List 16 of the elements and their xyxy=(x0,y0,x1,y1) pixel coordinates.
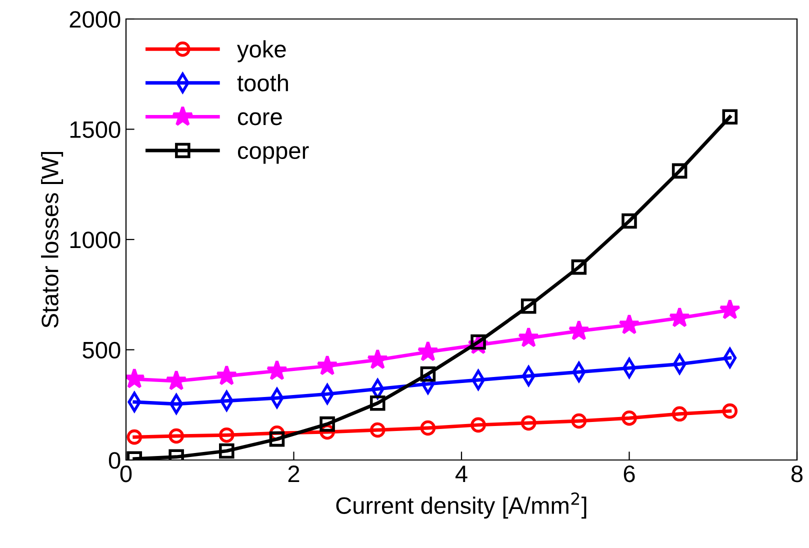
x-axis-title: Current density [A/mm$^{2}$] xyxy=(336,492,586,519)
legend-label: copper xyxy=(238,146,309,164)
y-tick-label: 0 xyxy=(108,452,120,469)
x-tick-label: 6 xyxy=(624,465,635,482)
legend-label: yoke xyxy=(237,40,286,62)
y-tick-label: 500 xyxy=(82,342,120,359)
x-tick-label: 2 xyxy=(288,465,300,482)
legend-label: core xyxy=(238,112,282,126)
x-tick-label: 0 xyxy=(120,465,132,482)
y-axis-title: Stator losses [W] xyxy=(41,152,64,328)
x-tick-label: 8 xyxy=(791,465,803,482)
y-tick-label: 1000 xyxy=(70,232,120,248)
legend-label: tooth xyxy=(237,74,288,92)
x-tick-label: 4 xyxy=(455,466,468,482)
y-tick-label: 2000 xyxy=(70,11,120,28)
y-tick-label: 1500 xyxy=(70,121,120,138)
